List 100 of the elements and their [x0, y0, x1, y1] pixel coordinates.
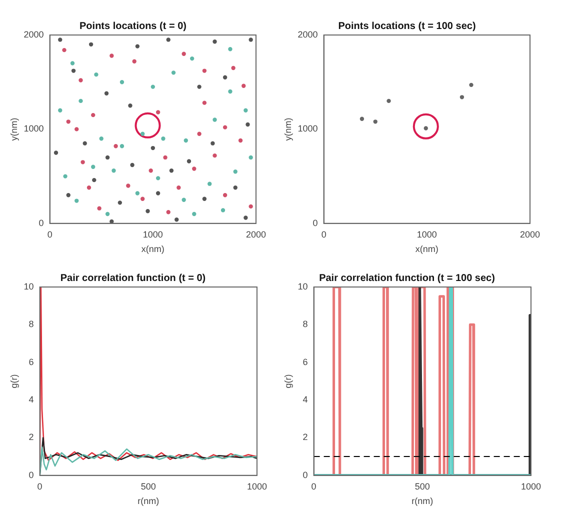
point — [244, 216, 248, 220]
point — [460, 95, 464, 100]
point — [228, 89, 232, 94]
y-tick-label: 8 — [302, 319, 308, 330]
point — [91, 112, 96, 118]
point — [135, 191, 140, 196]
point — [373, 120, 378, 124]
point — [126, 184, 130, 188]
point — [150, 146, 156, 150]
point — [112, 168, 116, 173]
point — [166, 210, 170, 214]
point — [105, 212, 110, 216]
point — [222, 193, 228, 198]
point — [140, 132, 145, 136]
point — [94, 72, 98, 77]
y-tick-label: 1000 — [24, 124, 44, 134]
point — [118, 200, 122, 205]
y-axis-title: y(nm) — [282, 118, 293, 141]
chart-title: Points locations (t = 100 sec) — [338, 20, 476, 32]
point — [166, 38, 170, 42]
point — [97, 206, 102, 210]
x-axis-title: r(nm) — [138, 496, 160, 506]
point — [150, 84, 156, 89]
chart-title: Pair correlation function (t = 100 sec) — [319, 272, 495, 284]
point — [135, 44, 140, 48]
point — [140, 196, 145, 202]
point — [248, 155, 253, 160]
point — [58, 38, 62, 42]
point — [186, 159, 192, 164]
point — [110, 219, 114, 224]
point — [233, 186, 238, 190]
point — [146, 209, 150, 214]
y-tick-label: 2 — [302, 432, 308, 442]
y-tick-label: 8 — [28, 319, 34, 330]
point — [469, 82, 474, 88]
y-tick-label: 2 — [28, 432, 34, 442]
x-tick-label: 2000 — [520, 229, 540, 240]
point — [66, 120, 70, 124]
point — [182, 198, 186, 202]
point — [163, 155, 168, 160]
point — [156, 176, 160, 180]
chart-title: Points locations (t = 0) — [80, 20, 186, 32]
point — [86, 186, 92, 190]
point — [182, 52, 186, 56]
point — [130, 162, 134, 168]
point — [74, 198, 79, 203]
y-tick-label: 0 — [28, 470, 34, 480]
point — [192, 166, 196, 171]
point — [105, 155, 110, 160]
point — [91, 164, 96, 169]
point — [148, 168, 153, 173]
point — [54, 150, 58, 155]
point — [71, 68, 76, 73]
x-tick-label: 0 — [321, 229, 326, 240]
point — [62, 48, 66, 52]
point — [228, 47, 232, 52]
point — [80, 160, 85, 164]
point — [70, 61, 75, 66]
point — [246, 122, 250, 127]
point — [212, 39, 217, 44]
point — [190, 56, 194, 61]
point — [128, 104, 132, 108]
point — [360, 116, 364, 121]
y-tick-label: 4 — [28, 394, 34, 405]
point — [248, 204, 253, 209]
x-tick-label: 1000 — [520, 481, 542, 492]
y-tick-label: 2000 — [24, 29, 44, 40]
point — [197, 132, 202, 136]
x-axis-title: x(nm) — [141, 244, 164, 254]
x-tick-label: 0 — [47, 229, 52, 240]
y-tick-label: 0 — [38, 218, 44, 228]
x-tick-label: 2000 — [246, 229, 266, 240]
point — [74, 127, 79, 132]
point — [132, 59, 136, 64]
x-tick-label: 1000 — [246, 481, 268, 492]
point — [176, 186, 181, 190]
point — [210, 141, 215, 146]
point — [169, 168, 174, 173]
point — [238, 138, 243, 143]
x-tick-label: 1000 — [142, 229, 163, 240]
point — [233, 169, 238, 174]
point — [114, 144, 118, 148]
point — [244, 108, 248, 112]
point — [82, 141, 87, 146]
point — [248, 38, 253, 42]
y-tick-label: 1000 — [298, 124, 318, 134]
point — [161, 136, 166, 141]
point — [222, 75, 228, 80]
point — [156, 191, 160, 196]
point — [424, 126, 428, 130]
point — [63, 174, 68, 178]
point — [120, 144, 124, 148]
point — [242, 84, 246, 88]
point — [92, 178, 96, 182]
y-tick-label: 10 — [298, 281, 308, 292]
point — [58, 108, 62, 112]
x-axis-title: r(nm) — [412, 496, 434, 506]
point — [88, 42, 94, 47]
x-tick-label: 1000 — [416, 229, 437, 240]
point — [120, 80, 124, 84]
